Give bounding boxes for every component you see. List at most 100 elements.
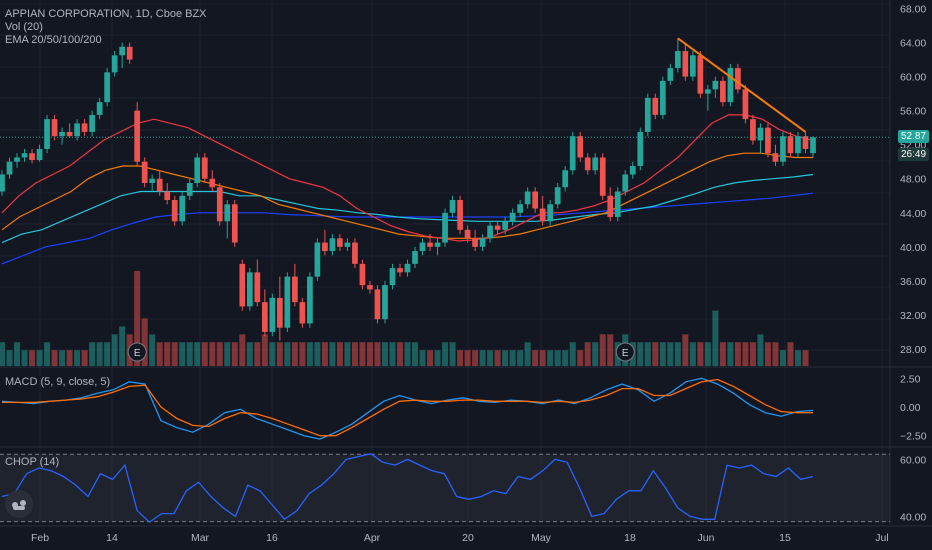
candles: [0, 38, 890, 341]
candle-body: [502, 221, 508, 230]
chop-legend[interactable]: CHOP (14): [5, 456, 59, 469]
macd-line: [1, 377, 814, 440]
price-tick-label: 68.00: [900, 4, 926, 16]
candle-body: [434, 242, 441, 247]
volume-bar: [442, 342, 449, 366]
candle-body: [126, 46, 133, 60]
candle-body: [705, 89, 711, 94]
volume-bar: [502, 350, 509, 366]
candle-body: [765, 127, 771, 154]
candle-body: [622, 174, 629, 192]
candle-body: [735, 68, 741, 90]
macd-legend[interactable]: MACD (5, 9, close, 5): [5, 376, 110, 389]
tradingview-logo-icon[interactable]: [5, 490, 33, 518]
volume-bar: [697, 342, 704, 366]
candle-body: [164, 191, 171, 201]
volume-bar: [74, 350, 81, 366]
volume-bar: [569, 342, 576, 366]
candle-body: [599, 157, 606, 196]
volume-bar: [329, 342, 336, 366]
candle-body: [412, 251, 418, 264]
volume-bar: [216, 342, 223, 366]
chop-band-fill: [0, 454, 890, 522]
volume-bar: [201, 342, 208, 366]
vol-indicator-label[interactable]: Vol (20): [5, 21, 43, 33]
candle-body: [141, 161, 148, 183]
volume-bar: [194, 342, 201, 366]
volume-bar: [734, 342, 741, 366]
candle-body: [134, 110, 141, 162]
candle-body: [314, 242, 321, 277]
volume-bar: [562, 350, 569, 366]
macd-tick-label: 0.00: [900, 402, 921, 414]
candle-body: [464, 229, 471, 239]
candle-body: [404, 263, 411, 273]
candle-body: [772, 153, 779, 162]
candle-body: [644, 97, 651, 132]
candle-body: [216, 187, 223, 222]
time-tick-label: May: [531, 532, 552, 544]
chop-indicator-label[interactable]: CHOP (14): [5, 456, 60, 468]
volume-bar: [14, 342, 21, 366]
ema-100-line: [1, 173, 814, 244]
volume-bar: [224, 342, 231, 366]
volume-bar: [89, 342, 96, 366]
macd-tick-label: −2.50: [900, 431, 927, 443]
ema-indicator-label[interactable]: EMA 20/50/100/200: [5, 34, 102, 46]
volume-bar: [261, 334, 268, 366]
candle-body: [757, 127, 764, 141]
candle-body: [104, 72, 110, 103]
candle-body: [442, 212, 448, 243]
volume-bar: [457, 350, 464, 366]
volume-bar: [742, 342, 749, 366]
candle-body: [36, 148, 43, 161]
volume-bar: [186, 342, 193, 366]
volume-bar: [66, 350, 73, 366]
candle-body: [539, 208, 546, 222]
candle-body: [269, 297, 276, 332]
candle-body: [682, 51, 689, 77]
symbol-title[interactable]: APPIAN CORPORATION, 1D, Cboe BZX: [5, 8, 207, 20]
volume-bar: [727, 342, 734, 366]
candle-body: [427, 242, 433, 247]
volume-bar: [494, 350, 501, 366]
candle-body: [697, 55, 704, 94]
earnings-marker-icon[interactable]: E: [615, 342, 635, 362]
resistance-trendline[interactable]: [677, 37, 807, 133]
volume-bar: [0, 342, 6, 366]
candle-body: [96, 102, 103, 115]
axes: 68.0064.0060.0056.0052.0048.0044.0040.00…: [31, 4, 927, 544]
volume-bar: [299, 342, 306, 366]
candle-body: [261, 302, 268, 332]
volume-bar: [427, 350, 434, 366]
chop-tick-label: 40.00: [900, 511, 926, 523]
volume-bar: [419, 350, 426, 366]
candle-body: [517, 204, 523, 213]
candle-body: [209, 178, 216, 188]
macd-indicator-label[interactable]: MACD (5, 9, close, 5): [5, 376, 111, 388]
price-tick-label: 56.00: [900, 106, 926, 118]
candle-body: [246, 272, 253, 307]
candle-body: [584, 157, 591, 171]
candle-body: [667, 68, 674, 81]
signal-line: [2, 378, 813, 437]
volume-bar: [412, 342, 419, 366]
earnings-marker-icon[interactable]: E: [127, 342, 147, 362]
candle-body: [532, 191, 539, 209]
price-tick-label: 48.00: [900, 174, 926, 186]
candle-body: [276, 297, 283, 328]
macd-pane: [1, 377, 814, 440]
trendline[interactable]: [677, 37, 807, 133]
price-tick-label: 32.00: [900, 310, 926, 322]
volume-bar: [156, 342, 163, 366]
volume-bar: [291, 342, 298, 366]
candle-body: [547, 204, 554, 222]
volume-bar: [321, 342, 328, 366]
earnings-marker-label: E: [622, 348, 629, 359]
volume-bar: [119, 326, 126, 366]
candle-body: [89, 114, 95, 132]
time-tick-label: 16: [266, 532, 278, 544]
